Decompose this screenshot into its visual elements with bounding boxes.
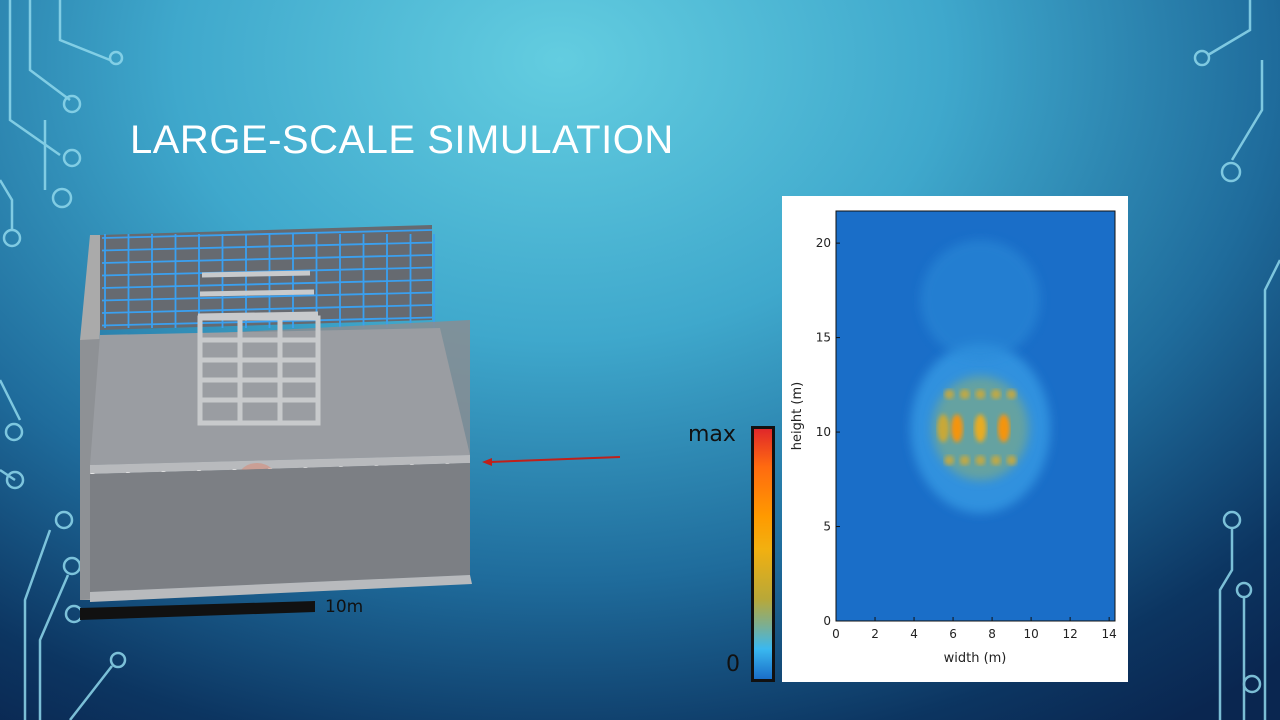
slide-title: LARGE-SCALE SIMULATION xyxy=(130,118,674,162)
ceiling xyxy=(100,225,432,330)
heatmap-figure: 0 2 4 6 8 10 12 14 0 5 10 15 20 width (m) height (m) xyxy=(782,196,1128,682)
y-axis-label: height (m) xyxy=(790,382,805,450)
heatmap-blob xyxy=(1006,389,1017,400)
y-tick-label: 15 xyxy=(816,331,831,345)
x-axis-label: width (m) xyxy=(944,651,1007,666)
arrow xyxy=(482,456,621,466)
x-tick-label: 10 xyxy=(1023,627,1038,641)
y-tick-label: 0 xyxy=(823,614,831,628)
heatmap-blob xyxy=(975,389,986,400)
heatmap-blob xyxy=(944,389,955,400)
heatmap-blob xyxy=(1006,455,1017,466)
y-tick-label: 20 xyxy=(816,236,831,250)
colorbar xyxy=(751,426,775,682)
scale-bar xyxy=(80,601,315,620)
colorbar-max-label: max xyxy=(688,422,736,447)
building-frame xyxy=(197,270,321,426)
scale-bar-label: 10m xyxy=(325,597,364,617)
heatmap-hotspot xyxy=(974,414,987,443)
floor-edge xyxy=(90,455,470,474)
colorbar-min-label: 0 xyxy=(726,652,740,677)
x-tick-label: 14 xyxy=(1102,627,1117,641)
heatmap-blob xyxy=(975,455,986,466)
heatmap-chart: 0 2 4 6 8 10 12 14 0 5 10 15 20 width (m) height (m) xyxy=(790,210,1117,666)
heatmap-blob xyxy=(990,389,1001,400)
x-tick-label: 4 xyxy=(910,627,918,641)
x-tick-label: 2 xyxy=(871,627,879,641)
simulation-scene xyxy=(80,225,472,620)
x-tick-label: 8 xyxy=(988,627,996,641)
heatmap-blob xyxy=(944,455,955,466)
heatmap-hotspot xyxy=(937,414,950,443)
heatmap-blob xyxy=(990,455,1001,466)
x-tick-label: 12 xyxy=(1062,627,1077,641)
y-tick-label: 5 xyxy=(823,520,831,534)
y-tick-label: 10 xyxy=(816,425,831,439)
x-tick-label: 6 xyxy=(949,627,957,641)
x-tick-label: 0 xyxy=(832,627,840,641)
heatmap-hotspot xyxy=(950,414,963,443)
floor-lower xyxy=(90,463,470,592)
heatmap-blob xyxy=(959,389,970,400)
heatmap-blob xyxy=(959,455,970,466)
heatmap-hotspot xyxy=(997,414,1010,443)
